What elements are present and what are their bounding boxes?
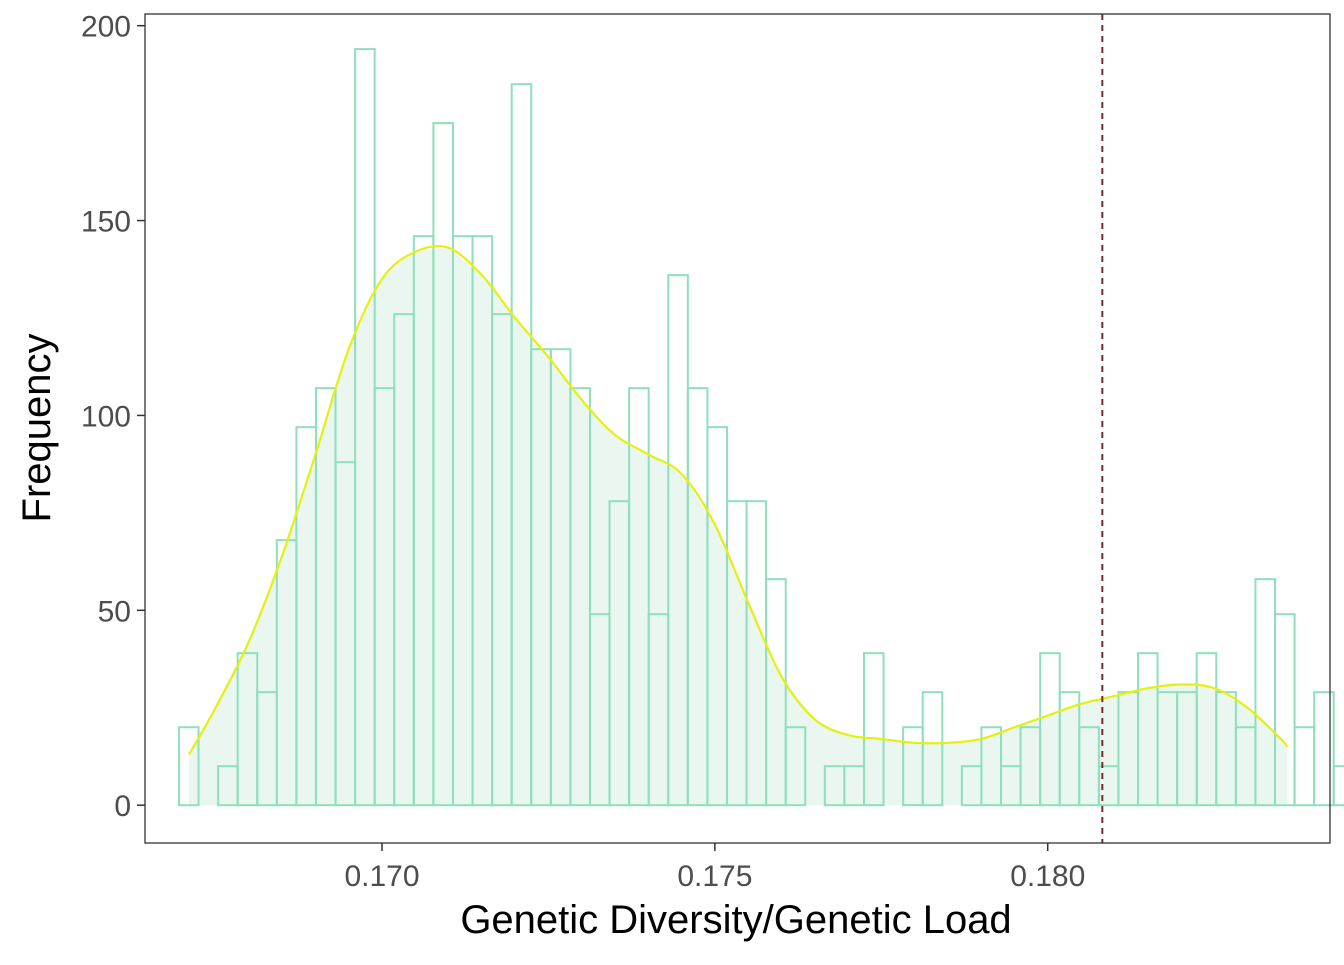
plot-panel-border: [144, 13, 1331, 844]
bars-layer: [177, 48, 1344, 807]
density-area: [188, 247, 1288, 806]
y-tick-label: 100: [81, 400, 131, 433]
y-tick-label: 200: [81, 11, 131, 44]
x-tick-label: 0.175: [677, 860, 752, 893]
y-axis-ticks: 0 50 100 150 200: [81, 11, 145, 823]
x-tick-label: 0.180: [1010, 860, 1085, 893]
y-tick-label: 50: [98, 595, 131, 628]
histogram-bar: [921, 691, 944, 807]
histogram-bar: [1274, 613, 1296, 807]
histogram-bar: [569, 387, 591, 807]
histogram-bar: [628, 387, 650, 807]
histogram-bar: [784, 726, 807, 807]
x-axis-title: Genetic Diversity/Genetic Load: [460, 898, 1011, 942]
histogram-bar: [765, 578, 787, 807]
x-axis-ticks: 0.170 0.175 0.180: [344, 843, 1085, 893]
x-tick-label: 0.170: [344, 860, 419, 893]
y-axis-title: Frequency: [15, 334, 59, 523]
y-tick-label: 0: [114, 790, 131, 823]
histogram-bar: [862, 652, 885, 807]
density-line: [187, 244, 1289, 756]
y-tick-label: 150: [81, 206, 131, 239]
histogram-bar: [1313, 691, 1335, 807]
histogram-bar: [177, 726, 200, 807]
density-line-layer: [187, 244, 1289, 756]
density-fill-layer: [188, 247, 1288, 806]
